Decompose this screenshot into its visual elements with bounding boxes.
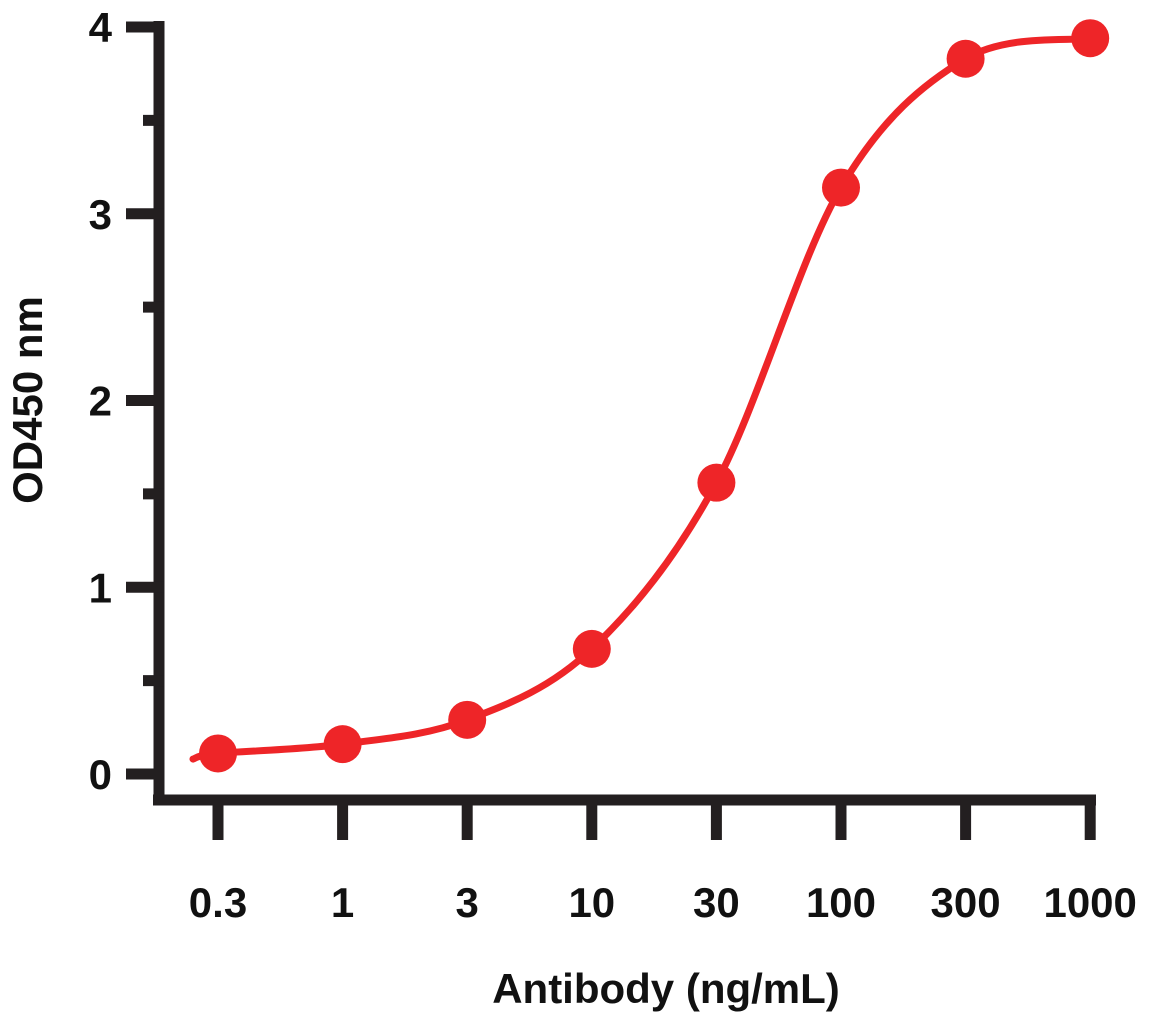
x-tick-label: 300 bbox=[931, 879, 1001, 926]
fit-curve bbox=[189, 34, 1094, 763]
y-tick-label: 1 bbox=[89, 564, 112, 611]
data-point bbox=[1071, 19, 1110, 58]
data-points bbox=[199, 19, 1110, 773]
data-point bbox=[572, 629, 611, 668]
y-tick-label: 3 bbox=[89, 191, 112, 238]
data-point bbox=[946, 39, 985, 78]
x-tick-label: 1 bbox=[331, 879, 354, 926]
x-tick-label: 0.3 bbox=[189, 879, 247, 926]
x-axis-label: Antibody (ng/mL) bbox=[492, 965, 840, 1012]
x-tick-label: 30 bbox=[693, 879, 740, 926]
x-tick-label: 3 bbox=[456, 879, 479, 926]
data-point bbox=[323, 725, 362, 764]
data-point bbox=[199, 734, 237, 773]
data-point bbox=[822, 168, 860, 207]
data-point bbox=[697, 463, 736, 502]
y-tick-label: 4 bbox=[89, 4, 113, 51]
x-tick-label: 1000 bbox=[1043, 879, 1136, 926]
y-tick-label: 2 bbox=[89, 378, 112, 425]
x-tick-label: 100 bbox=[806, 879, 876, 926]
y-tick-label: 0 bbox=[89, 751, 112, 798]
x-tick-label: 10 bbox=[568, 879, 615, 926]
tick-labels: 0 1 2 3 4 0.3 1 3 10 30 100 300 1000 bbox=[89, 4, 1137, 926]
data-point bbox=[448, 700, 487, 739]
y-axis-label: OD450 nm bbox=[4, 296, 51, 504]
axes bbox=[126, 21, 1096, 840]
